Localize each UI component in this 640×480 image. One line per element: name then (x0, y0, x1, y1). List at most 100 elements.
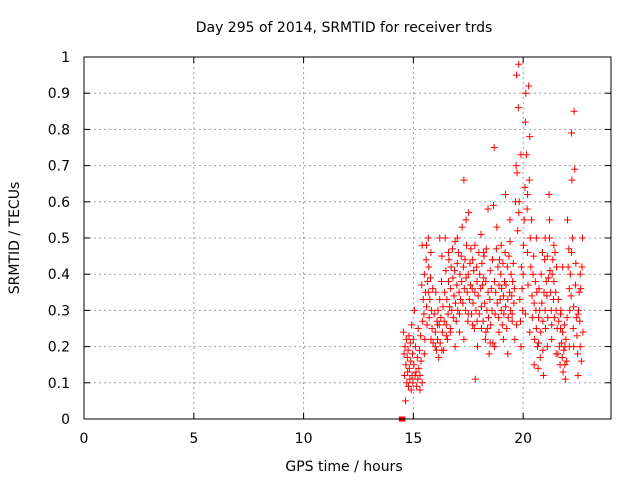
data-point-plus (423, 241, 431, 249)
data-point-plus (416, 386, 424, 394)
data-point-plus (420, 270, 428, 278)
data-point-plus (506, 238, 514, 246)
data-point-plus (424, 234, 432, 242)
data-point-plus (470, 325, 478, 332)
data-point-plus (453, 234, 461, 242)
data-point-plus (527, 263, 535, 271)
data-point-plus (458, 223, 466, 231)
data-point-plus (436, 234, 444, 242)
y-tick-label: 0.3 (48, 303, 70, 319)
data-point-plus (416, 332, 424, 340)
data-point-plus (574, 372, 582, 380)
x-axis-label: GPS time / hours (285, 459, 402, 475)
data-point-plus (497, 306, 505, 314)
data-point-plus (472, 306, 480, 314)
data-point-plus (460, 335, 468, 343)
data-point-plus (412, 368, 420, 376)
data-points (398, 60, 587, 422)
data-point-plus (563, 314, 571, 322)
data-point-plus (473, 263, 481, 271)
x-tick-label: 15 (404, 431, 422, 447)
data-point-plus (454, 248, 462, 256)
data-point-plus (528, 314, 536, 322)
data-point-plus (578, 263, 586, 271)
data-point-plus (414, 325, 422, 332)
data-point-plus (425, 288, 433, 296)
data-point-plus (532, 234, 540, 242)
data-point-plus (476, 270, 484, 278)
data-point-plus (468, 285, 476, 293)
data-point-plus (540, 288, 548, 296)
data-point-plus (529, 270, 537, 278)
data-point-plus (544, 274, 552, 282)
data-point-plus (535, 314, 543, 322)
data-point-plus (498, 285, 506, 293)
data-point-plus (427, 306, 435, 314)
data-point-plus (535, 285, 543, 293)
data-point-plus (567, 292, 575, 300)
data-point-plus (455, 288, 463, 296)
data-point-plus (513, 71, 521, 79)
data-point-plus (532, 325, 540, 332)
data-point-plus (441, 288, 449, 296)
data-point-plus (561, 361, 569, 369)
data-point-plus (406, 339, 414, 347)
data-point-plus (524, 248, 532, 256)
data-point-plus (570, 107, 578, 115)
data-point-plus (475, 310, 483, 318)
data-point-plus (470, 267, 478, 275)
data-point-plus (478, 259, 486, 267)
y-tick-label: 0.9 (48, 86, 70, 102)
data-point-plus (473, 343, 481, 351)
data-point-plus (565, 285, 573, 293)
data-point-plus (549, 256, 557, 264)
data-point-plus (525, 82, 533, 90)
data-point-plus (405, 382, 413, 390)
data-point-plus (401, 343, 409, 351)
data-point-plus (517, 343, 525, 351)
data-point-plus (543, 252, 551, 260)
data-point-plus (545, 191, 553, 199)
data-point-plus (445, 248, 453, 256)
data-point-plus (453, 259, 461, 267)
data-point-plus (427, 248, 435, 256)
data-point-plus (482, 277, 490, 285)
data-point-plus (558, 339, 566, 347)
data-point-plus (533, 343, 541, 351)
data-point-plus (559, 328, 567, 336)
data-point-plus (473, 277, 481, 285)
data-point-plus (487, 285, 495, 293)
data-point-plus (427, 335, 435, 343)
data-point-plus (401, 372, 409, 380)
data-point-plus (503, 325, 511, 332)
data-point-plus (435, 353, 443, 361)
data-point-plus (566, 306, 574, 314)
data-point-plus (556, 310, 564, 318)
data-point-plus (541, 234, 549, 242)
data-point-plus (440, 317, 448, 325)
data-point-plus (469, 299, 477, 307)
data-point-plus (501, 248, 509, 256)
data-point-plus (501, 277, 509, 285)
data-point-plus (438, 346, 446, 354)
data-point-plus (452, 317, 460, 325)
data-point-plus (429, 285, 437, 293)
data-point-plus (428, 325, 436, 332)
data-point-plus (494, 263, 502, 271)
data-point-plus (509, 277, 517, 285)
data-point-plus (542, 277, 550, 285)
data-point-plus (530, 299, 538, 307)
data-point-plus (466, 259, 474, 267)
data-point-plus (574, 310, 582, 318)
data-point-plus (550, 277, 558, 285)
data-point-plus (452, 299, 460, 307)
data-point-plus (490, 201, 498, 209)
y-tick-label: 1 (61, 50, 70, 66)
data-point-plus (565, 245, 573, 253)
data-point-plus (572, 259, 580, 267)
data-point-plus (464, 317, 472, 325)
data-point-plus (409, 379, 417, 387)
data-point-plus (400, 350, 408, 358)
data-point-plus (413, 353, 421, 361)
data-point-plus (416, 372, 424, 380)
